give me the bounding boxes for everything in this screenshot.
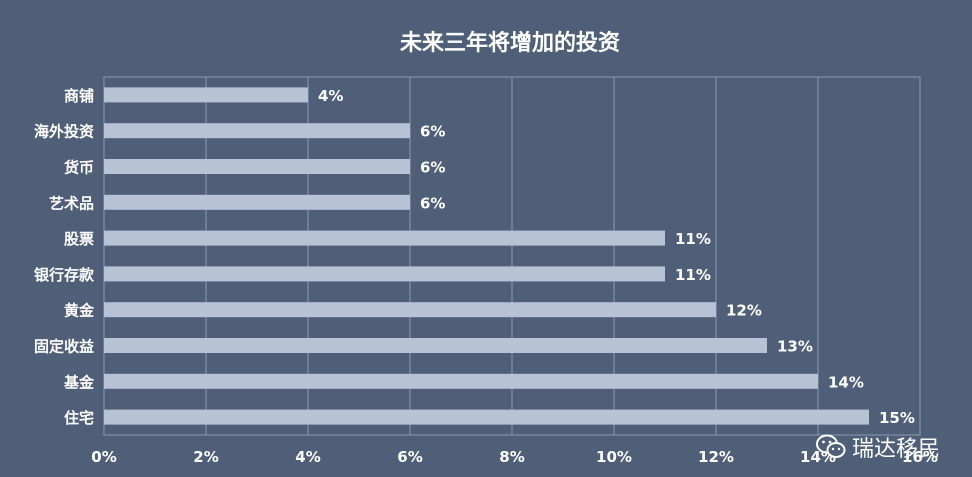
- bar: [104, 338, 767, 353]
- bar: [104, 87, 308, 103]
- value-label: 15%: [879, 409, 915, 427]
- value-label: 13%: [777, 338, 813, 356]
- watermark-text: 瑞达移民: [851, 437, 940, 462]
- x-tick-label: 10%: [596, 448, 632, 466]
- bar: [104, 194, 410, 210]
- value-label: 6%: [420, 159, 445, 177]
- value-label: 11%: [675, 266, 711, 284]
- x-tick-labels: 0% 2% 4% 6% 8% 10% 12% 14% 16%: [91, 448, 938, 466]
- category-label: 艺术品: [49, 194, 94, 212]
- x-tick-label: 0%: [91, 448, 116, 466]
- value-label: 4%: [318, 87, 343, 105]
- chart-title: 未来三年将增加的投资: [400, 30, 620, 56]
- value-label: 14%: [828, 373, 864, 391]
- value-label: 11%: [675, 230, 711, 248]
- value-label: 12%: [726, 302, 762, 320]
- category-label: 住宅: [64, 409, 94, 427]
- x-tick-label: 6%: [397, 448, 422, 466]
- x-tick-label: 8%: [499, 448, 524, 466]
- value-label: 6%: [420, 194, 445, 212]
- x-tick-label: 16%: [902, 448, 938, 466]
- x-tick-label: 4%: [295, 448, 320, 466]
- category-label: 货币: [64, 159, 94, 177]
- category-label: 基金: [63, 373, 95, 391]
- bar: [104, 266, 665, 282]
- bar: [104, 373, 818, 389]
- category-label: 银行存款: [34, 266, 95, 284]
- bar: [104, 230, 665, 246]
- value-labels: 4% 6% 6% 6% 11% 11% 12% 13% 14% 15%: [318, 87, 915, 427]
- bar: [104, 159, 410, 174]
- wechat-icon: [815, 434, 846, 460]
- bars: [104, 87, 869, 425]
- category-label: 黄金: [64, 302, 95, 320]
- category-label: 固定收益: [34, 338, 94, 356]
- value-label: 6%: [420, 123, 445, 141]
- bar: [104, 409, 869, 425]
- category-label: 商铺: [64, 87, 94, 105]
- category-label: 海外投资: [34, 123, 94, 141]
- category-label: 股票: [64, 230, 94, 248]
- x-tick-label: 2%: [193, 448, 218, 466]
- x-tick-label: 12%: [698, 448, 734, 466]
- watermark: 瑞达移民: [815, 431, 940, 463]
- bar: [104, 123, 410, 139]
- bar: [104, 302, 716, 318]
